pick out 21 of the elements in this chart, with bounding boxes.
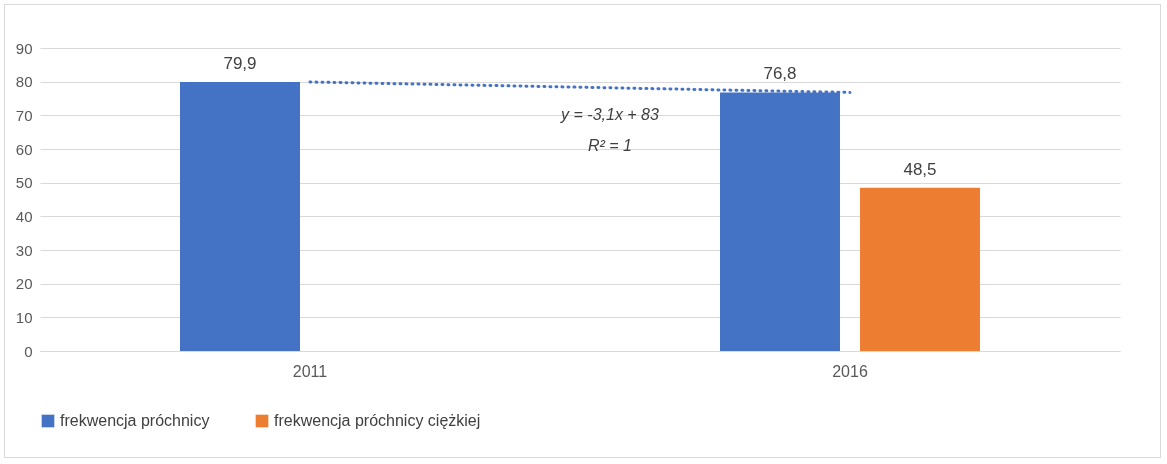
data-label: 79,9 bbox=[223, 54, 257, 73]
legend-label: frekwencja próchnicy bbox=[60, 412, 210, 429]
x-tick-label: 2016 bbox=[832, 362, 868, 380]
y-tick-label: 10 bbox=[15, 308, 33, 326]
y-tick-label: 30 bbox=[15, 241, 33, 259]
bar bbox=[180, 82, 300, 351]
y-tick-label: 40 bbox=[15, 207, 33, 225]
y-tick-label: 90 bbox=[15, 39, 33, 57]
annotation: y = -3,1x + 83 bbox=[560, 106, 660, 123]
data-label: 76,8 bbox=[763, 64, 797, 84]
y-tick-label: 20 bbox=[15, 275, 33, 293]
data-label: 48,5 bbox=[903, 159, 937, 179]
y-tick-label: 80 bbox=[15, 73, 33, 91]
bar bbox=[860, 187, 980, 351]
y-tick-label: 60 bbox=[15, 140, 33, 158]
y-tick-label: 0 bbox=[24, 342, 33, 360]
x-tick-label: 2011 bbox=[292, 362, 328, 380]
y-tick-label: 70 bbox=[15, 106, 33, 124]
annotation: R² = 1 bbox=[587, 137, 633, 154]
legend-label: frekwencja próchnicy ciężkiej bbox=[274, 412, 481, 429]
y-tick-label: 50 bbox=[15, 174, 33, 192]
